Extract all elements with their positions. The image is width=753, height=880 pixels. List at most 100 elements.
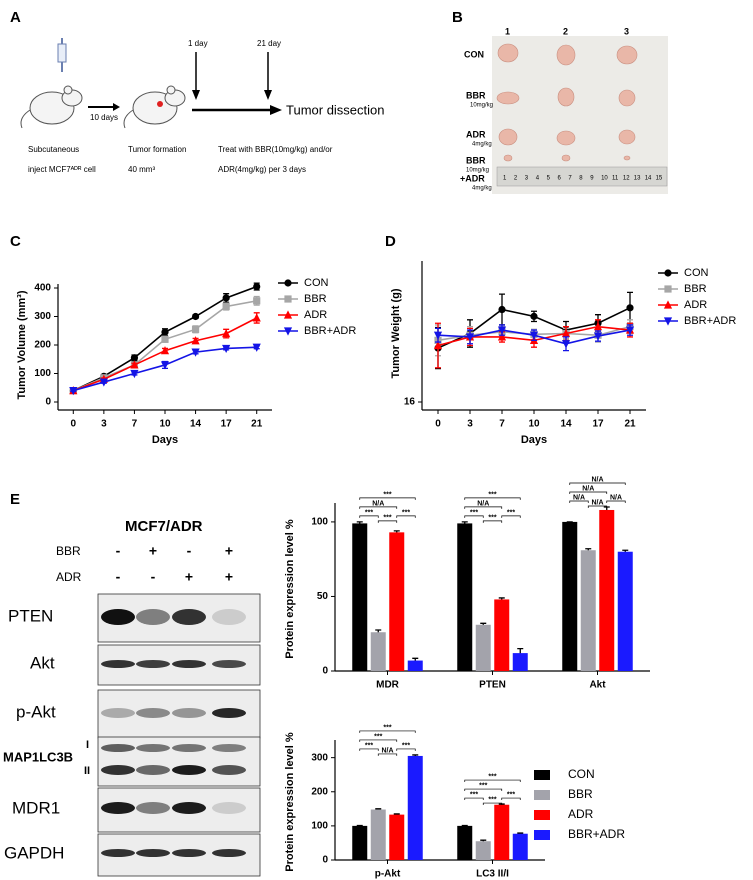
bar [475,624,491,671]
row-dose: 10mg/kg [470,103,493,109]
y-axis-label: Protein expression level % [284,732,296,872]
treatment-label: ADR [56,570,82,584]
bar [352,825,368,860]
blot-band [172,609,206,625]
significance-label: *** [488,796,496,803]
significance-label: N/A [573,494,585,501]
marker [160,346,170,355]
treatment-sign: - [116,569,121,585]
legend-swatch [534,770,550,780]
y-tick-label: 50 [317,591,329,602]
significance-bracket [464,506,503,509]
blot-band [212,660,246,668]
row-dose: 4mg/kg [472,186,492,192]
x-axis-label: Days [521,434,547,446]
y-axis-label: Tumor Volume (mm³) [16,290,28,399]
significance-bracket [464,788,503,792]
panel-label: E [10,491,20,508]
blot-band [172,765,206,775]
schema-text: inject MCF7ᴬᴰᴿ cell [28,165,96,174]
blot-band [101,765,135,775]
treatment-sign: - [151,569,156,585]
bar [457,825,473,860]
significance-bracket [359,506,398,509]
row-dose: 10mg/kg [466,168,489,174]
row-label: ADR [466,129,486,139]
row-label: +ADR [460,173,485,183]
bar [370,809,386,860]
band-label: II [84,765,90,777]
significance-bracket [464,515,484,518]
y-tick-label: 200 [34,340,51,351]
ruler-number: 10 [601,176,608,182]
schema-text: Treat with BBR(10mg/kg) and/or [218,145,333,154]
significance-label: *** [365,742,373,749]
legend-label: BBR+ADR [568,827,625,841]
schema-text: Tumor dissection [286,102,385,117]
x-tick-label: MDR [376,680,400,691]
significance-bracket [359,748,379,751]
blot-band [136,708,170,718]
x-tick-label: 0 [435,419,441,430]
x-tick-label: Akt [589,680,606,691]
marker [191,336,200,345]
schema-text: ADR(4mg/kg) per 3 days [218,165,306,174]
bar [562,521,578,671]
blot-band [212,708,246,718]
significance-label: *** [488,491,496,498]
row-label: CON [464,49,484,59]
treatment-sign: + [149,543,157,559]
significance-label: *** [479,782,487,789]
blot-row-label: PTEN [8,606,53,625]
treatment-sign: - [116,543,121,559]
bar [389,814,405,860]
blot-band [172,708,206,718]
x-tick-label: 21 [624,419,636,430]
y-tick-label: 100 [311,517,328,528]
schema-text: 21 day [257,39,281,48]
legend-label: BBR [684,283,707,295]
significance-label: *** [470,791,478,798]
schema-text: 1 day [188,39,208,48]
blot-row-label: MAP1LC3B [3,749,73,764]
ruler-number: 11 [612,176,619,182]
marker [130,369,139,379]
schema-text: Tumor formation [128,145,186,154]
ruler-number: 1 [503,176,507,182]
significance-label: N/A [591,499,603,506]
significance-bracket [359,515,379,518]
y-tick-label: 400 [34,283,51,294]
bar [457,523,473,671]
significance-bracket [377,753,398,756]
ruler [496,166,668,187]
significance-label: N/A [477,500,489,507]
blot-band [212,609,246,625]
marker [252,343,261,352]
panel-label: C [10,233,21,250]
column-label: 2 [563,26,568,36]
row-label: BBR [466,155,486,165]
blot-row-label: Akt [30,653,55,672]
bar [370,632,386,671]
significance-label: *** [507,791,515,798]
significance-label: N/A [591,476,603,483]
blot-band [136,849,170,857]
blot-band [101,660,135,668]
bar [494,804,510,860]
legend-label: CON [304,277,329,289]
marker [497,326,507,335]
x-tick-label: 17 [221,419,233,430]
marker [283,327,293,336]
marker [465,333,475,342]
blot-band [172,802,206,814]
column-label: 1 [505,26,510,36]
blot-band [101,802,135,814]
y-tick-label: 16 [404,397,416,408]
x-tick-label: LC3 II/I [476,869,509,880]
marker [625,326,635,335]
ruler-number: 8 [579,176,583,182]
significance-label: *** [374,733,382,740]
x-tick-label: 3 [101,419,107,430]
significance-bracket [359,730,416,733]
ruler-number: 4 [536,176,540,182]
